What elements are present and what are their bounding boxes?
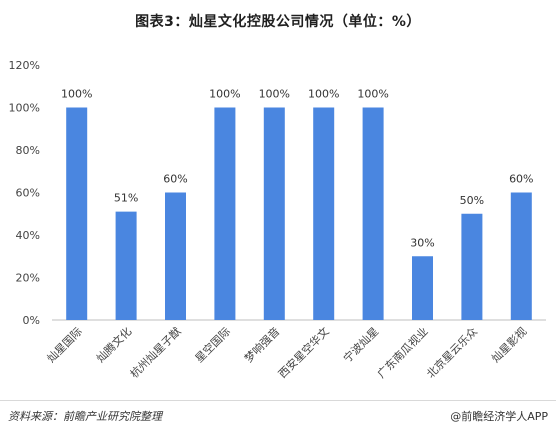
x-tick-label: 梦响强音 (241, 324, 282, 365)
bar (362, 107, 384, 320)
bar-value-label: 60% (163, 173, 187, 186)
source-note: 资料来源：前瞻产业研究院整理 (8, 410, 162, 423)
bar (165, 192, 186, 320)
bar-value-label: 51% (114, 192, 138, 205)
y-tick-label: 100% (9, 102, 40, 115)
bar (214, 107, 236, 320)
x-tick-label: 灿腾文化 (93, 324, 134, 365)
x-tick-label: 宁波灿星 (340, 324, 381, 365)
bar (66, 107, 88, 320)
y-tick-label: 40% (16, 229, 40, 242)
y-tick-label: 20% (16, 272, 40, 285)
x-tick-label: 灿星国际 (45, 325, 85, 365)
bar-value-label: 60% (509, 173, 533, 186)
y-tick-label: 120% (9, 59, 40, 72)
bar-value-label: 100% (357, 88, 388, 101)
footer-divider (0, 400, 556, 401)
bar-value-label: 100% (259, 88, 290, 101)
bar (263, 107, 285, 320)
chart-title: 图表3：灿星文化控股公司情况（单位：%） (135, 14, 421, 30)
bar-value-label: 30% (410, 236, 434, 249)
x-tick-label: 杭州灿星子猷 (127, 324, 184, 381)
bar-chart: 0% 20% 40% 60% 80% 100% 120% 100% 灿星国际 51% 灿腾文化 60%… (9, 59, 546, 381)
y-tick-label: 60% (16, 187, 40, 200)
x-tick-label: 灿星影视 (488, 324, 529, 365)
x-tick-label: 北京星云乐众 (423, 324, 480, 381)
brand-credit: @前瞻经济学人APP (450, 410, 548, 423)
x-tick-label: 西安星空华文 (275, 324, 332, 381)
y-tick-label: 80% (16, 144, 40, 157)
y-tick-label: 0% (23, 314, 40, 327)
x-tick-label: 星空国际 (192, 324, 233, 365)
bar (412, 256, 433, 320)
bar-value-label: 50% (460, 194, 484, 207)
bar-value-label: 100% (209, 88, 240, 101)
x-tick-label: 广东南瓜视业 (374, 324, 431, 381)
bar-value-label: 100% (61, 88, 92, 101)
bar (461, 213, 483, 320)
bar (115, 211, 137, 320)
bar (313, 107, 335, 320)
bar (510, 192, 532, 320)
bar-value-label: 100% (308, 88, 339, 101)
